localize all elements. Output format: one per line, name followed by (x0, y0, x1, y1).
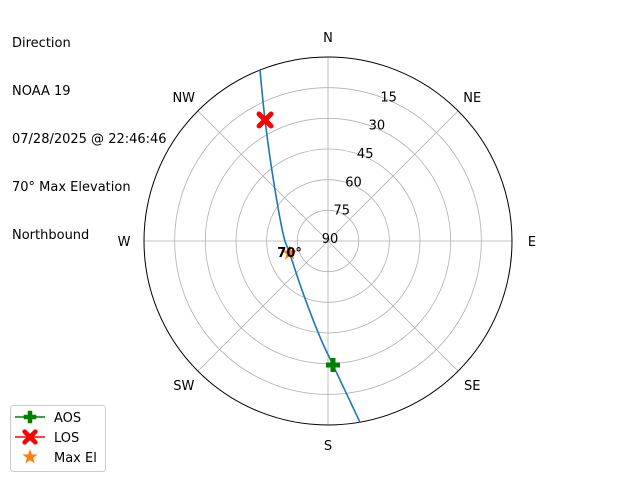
legend-marker-los (22, 429, 38, 445)
marker-aos (325, 357, 340, 372)
direction-label-sw: SW (173, 379, 194, 394)
legend-marker-aos (23, 410, 37, 424)
polar-frame (143, 56, 513, 426)
info-line-max-elevation: 70° Max Elevation (12, 180, 131, 195)
direction-label-nw: NW (172, 91, 195, 106)
radial-tick-label: 30 (369, 119, 386, 134)
direction-label-s: S (324, 439, 332, 454)
info-line-direction: Northbound (12, 228, 90, 243)
direction-label-ne: NE (463, 91, 481, 106)
legend-label: AOS (54, 411, 81, 426)
pass-info: Direction NOAA 19 07/28/2025 @ 22:46:46 … (12, 4, 167, 260)
satellite-track (259, 69, 361, 423)
legend-label: LOS (54, 431, 79, 446)
legend-marker-max-el (22, 449, 38, 464)
legend: AOS LOS Max El (10, 405, 106, 472)
marker-los (256, 111, 274, 129)
radial-tick-label: 15 (380, 90, 397, 105)
radial-tick-label: 75 (333, 204, 350, 219)
info-line-title: Direction (12, 36, 71, 51)
radial-tick-label: 90 (322, 232, 339, 247)
grid-spoke (327, 110, 459, 242)
max-elevation-annotation: 70° (277, 246, 302, 261)
direction-label-w: W (118, 235, 131, 250)
info-line-datetime: 07/28/2025 @ 22:46:46 (12, 132, 167, 147)
grid-spoke (197, 110, 329, 242)
grid-spoke (197, 240, 329, 372)
direction-label-n: N (323, 31, 333, 46)
grid-spoke (327, 240, 459, 372)
direction-label-se: SE (464, 379, 480, 394)
direction-label-e: E (528, 235, 536, 250)
radial-tick-label: 45 (357, 147, 374, 162)
radial-tick-label: 60 (345, 175, 362, 190)
info-line-satellite: NOAA 19 (12, 84, 71, 99)
marker-max-el (281, 245, 298, 260)
legend-label: Max El (54, 451, 97, 466)
